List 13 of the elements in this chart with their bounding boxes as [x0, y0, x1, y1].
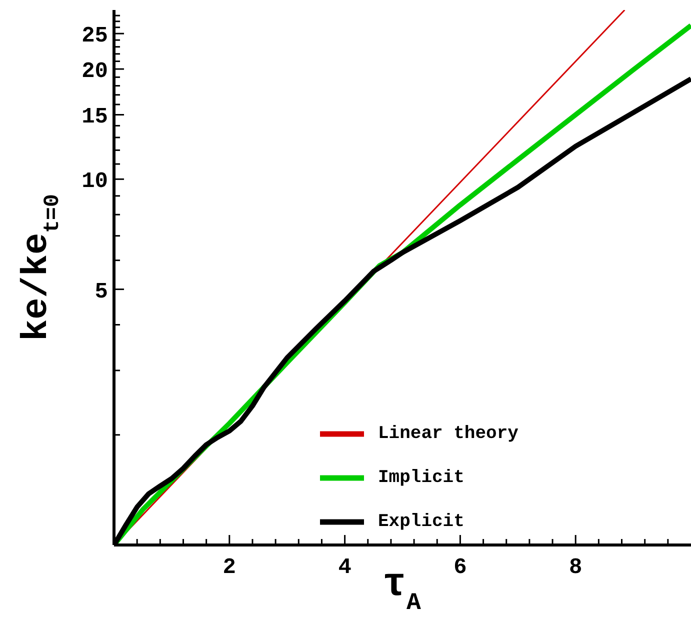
legend-label: Implicit	[378, 468, 464, 488]
y-tick-label: 10	[82, 169, 108, 194]
y-tick-label: 25	[82, 24, 108, 49]
legend-label: Explicit	[378, 512, 464, 532]
y-tick-label: 20	[82, 59, 108, 84]
x-tick-label: 6	[454, 555, 467, 580]
x-tick-label: 8	[569, 555, 582, 580]
y-tick-label: 15	[82, 104, 108, 130]
x-tick-label: 4	[338, 555, 352, 580]
legend-label: Linear theory	[378, 424, 518, 444]
y-tick-label: 5	[94, 279, 108, 304]
x-tick-label: 2	[222, 555, 236, 580]
x-axis-title: τ$_{A}$	[382, 563, 422, 616]
